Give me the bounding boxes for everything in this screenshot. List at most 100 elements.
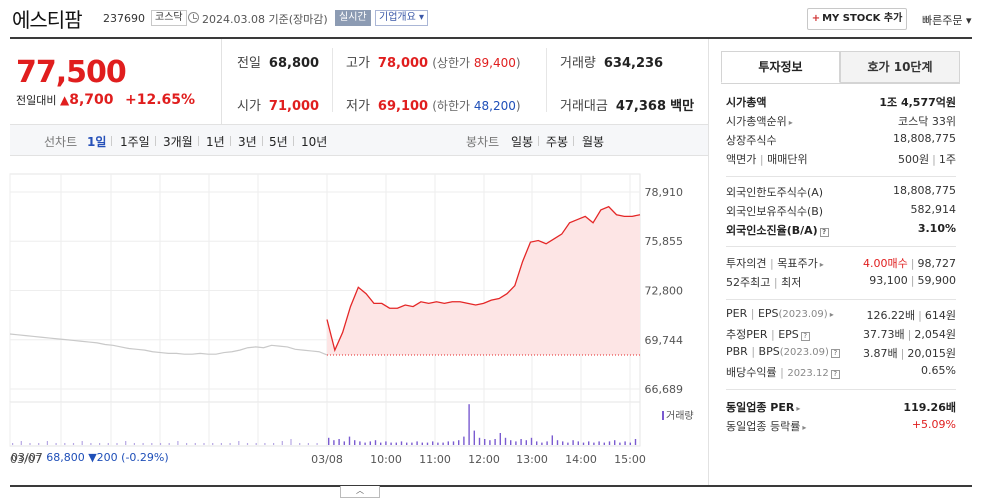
volume-bar [551, 435, 553, 445]
price-stats: 전일 68,800 시가 71,000 고가 78,000 (상한가 89,400) … [222, 39, 708, 124]
stat-prev: 전일 68,800 [237, 56, 320, 71]
caret-icon: ▸ [829, 310, 834, 319]
x-tick-label: 14:00 [565, 453, 597, 466]
volume-bar [38, 443, 40, 445]
prev-day-line [9, 333, 328, 356]
volume-bar [107, 443, 109, 445]
candle-daily[interactable]: 일봉 [511, 135, 534, 149]
stat-amount: 거래대금 47,368 백만 [560, 99, 695, 114]
volume-bar [634, 439, 637, 445]
volume-bar [489, 440, 491, 445]
volume-bar [359, 441, 361, 445]
stat-low: 저가 69,100 (하한가 48,200) [346, 99, 521, 114]
stats-divider [332, 48, 333, 112]
volume-bar [452, 441, 455, 445]
volume-bar [133, 443, 135, 445]
volume-bar [473, 430, 475, 445]
period-5y[interactable]: 5년 [269, 135, 288, 149]
y-tick-label: 69,744 [645, 334, 684, 347]
volume-bar [406, 442, 408, 445]
volume-bar [264, 443, 266, 445]
bottom-divider [10, 485, 972, 487]
volume-bar [416, 441, 418, 445]
volume-bar [598, 441, 600, 445]
price-box: 77,500 전일대비 ▲8,700 +12.65% [10, 39, 222, 124]
row-dividend: 배당수익률 | 2023.12? 0.65% [726, 364, 956, 379]
volume-bar [212, 443, 214, 445]
candle-monthly[interactable]: 월봉 [582, 135, 605, 149]
volume-bar [194, 443, 196, 445]
volume-bar [614, 440, 616, 445]
volume-bar [577, 441, 579, 445]
volume-bar [567, 442, 569, 445]
clock-icon [188, 12, 199, 23]
period-3y[interactable]: 3년 [238, 135, 257, 149]
volume-bar [426, 442, 429, 445]
volume-bar [220, 443, 222, 445]
volume-bar [369, 441, 371, 445]
volume-bar [46, 441, 48, 445]
row-foreign-holdings: 외국인보유주식수(B) 582,914 [726, 203, 956, 218]
collapse-handle[interactable]: ︿ [340, 486, 380, 498]
volume-bar [20, 441, 22, 445]
volume-bar [447, 441, 449, 445]
volume-bar [536, 441, 538, 445]
stat-volume: 거래량 634,236 [560, 56, 664, 71]
volume-bar [484, 439, 486, 445]
price-chart[interactable]: 78,910 75,855 72,800 69,744 66,689 03/07 03/08… [0, 156, 708, 476]
candle-weekly[interactable]: 주봉 [546, 135, 569, 149]
volume-bar [125, 441, 127, 445]
row-per-eps: PER | EPS(2023.09) ▸ 126.22배 | 614원 [726, 307, 956, 322]
my-stock-add-button[interactable]: + MY STOCK 추가 [807, 8, 907, 30]
volume-bar [64, 443, 66, 445]
plus-icon: + [811, 13, 821, 24]
volume-bar [374, 440, 377, 445]
volume-bar [390, 442, 392, 445]
company-overview-dropdown[interactable]: 기업개요 ▾ [375, 10, 428, 26]
period-1w[interactable]: 1주일 [120, 135, 150, 149]
row-forward-per: 추정PER | EPS? 37.73배 | 2,054원 [726, 328, 956, 341]
x-tick-label: 12:00 [468, 453, 500, 466]
volume-bar [90, 443, 92, 445]
change-label: 전일대비 [16, 94, 57, 107]
change-percent: +12.65% [125, 92, 196, 108]
volume-bar [525, 440, 527, 445]
realtime-button[interactable]: 실시간 [335, 10, 371, 26]
volume-bar [541, 442, 543, 445]
volume-bar [603, 442, 605, 445]
period-10y[interactable]: 10년 [301, 135, 328, 149]
volume-bar [343, 441, 345, 445]
x-tick-label: 11:00 [419, 453, 451, 466]
row-52w: 52주최고 | 최저 93,100 | 59,900 [726, 274, 956, 289]
volume-bar [333, 440, 335, 445]
prev-day-summary: 03/07 68,800 ▼200 (-0.29%) [11, 451, 169, 464]
volume-bar [72, 443, 75, 445]
help-icon[interactable]: ? [819, 228, 829, 237]
tab-orderbook-10[interactable]: 호가 10단계 [840, 51, 960, 83]
volume-bar [520, 439, 522, 445]
volume-bar [499, 433, 501, 445]
volume-bar [255, 443, 257, 445]
volume-bar [494, 439, 496, 445]
row-foreign-limit: 외국인한도주식수(A) 18,808,775 [726, 184, 956, 199]
volume-bar [203, 443, 205, 445]
volume-bar [177, 441, 179, 445]
volume-bar [385, 441, 387, 445]
volume-bar [572, 440, 574, 445]
volume-frame [9, 401, 641, 447]
my-stock-label: MY STOCK 추가 [822, 13, 903, 24]
tab-investment-info[interactable]: 투자정보 [721, 51, 840, 83]
row-opinion-target: 투자의견 | 목표주가 ▸ 4.00매수 | 98,727 [726, 257, 956, 270]
period-1d[interactable]: 1일 [87, 135, 107, 149]
period-3m[interactable]: 3개월 [163, 135, 193, 149]
period-1y[interactable]: 1년 [206, 135, 225, 149]
help-icon[interactable]: ? [800, 332, 810, 341]
volume-bar [624, 441, 626, 445]
volume-legend: 거래량 [662, 407, 694, 422]
x-tick-label: 10:00 [370, 453, 402, 466]
candle-chart-label: 봉차트 [466, 135, 500, 149]
help-icon[interactable]: ? [830, 349, 840, 358]
volume-bar [328, 437, 330, 445]
quick-order-dropdown[interactable]: 빠른주문 ▾ [922, 14, 972, 27]
help-icon[interactable]: ? [830, 370, 840, 379]
